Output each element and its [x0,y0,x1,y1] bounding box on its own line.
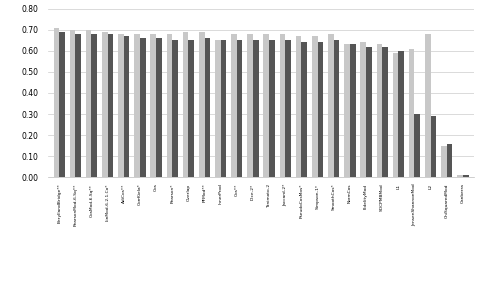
Bar [188,40,194,177]
Bar [205,38,210,177]
Bar [221,40,227,177]
Bar [328,34,334,177]
Bar [447,144,452,177]
Bar [425,34,431,177]
Bar [280,34,285,177]
Bar [366,47,372,177]
Bar [382,47,388,177]
Bar [285,40,291,177]
Bar [301,42,307,177]
Bar [231,34,237,177]
Bar [457,175,463,177]
Bar [59,32,65,177]
Bar [237,40,242,177]
Bar [431,116,436,177]
Bar [91,34,97,177]
Bar [140,38,146,177]
Bar [463,175,468,177]
Bar [182,32,188,177]
Bar [108,34,114,177]
Bar [344,44,350,177]
Bar [360,42,366,177]
Bar [150,34,156,177]
Bar [247,34,253,177]
Bar [399,51,404,177]
Bar [215,40,221,177]
Bar [75,34,81,177]
Bar [199,32,205,177]
Bar [156,38,162,177]
Bar [350,44,355,177]
Bar [409,49,414,177]
Bar [414,114,420,177]
Bar [172,40,178,177]
Bar [269,40,275,177]
Bar [253,40,259,177]
Bar [70,30,75,177]
Bar [102,32,108,177]
Bar [263,34,269,177]
Bar [393,53,399,177]
Bar [334,40,340,177]
Bar [134,34,140,177]
Bar [167,34,172,177]
Bar [312,36,318,177]
Bar [124,36,129,177]
Bar [318,42,323,177]
Bar [441,146,447,177]
Bar [54,27,59,177]
Bar [86,30,91,177]
Bar [296,36,301,177]
Bar [376,44,382,177]
Legend: MaxS, MaxH: MaxS, MaxH [228,284,294,286]
Bar [118,34,124,177]
